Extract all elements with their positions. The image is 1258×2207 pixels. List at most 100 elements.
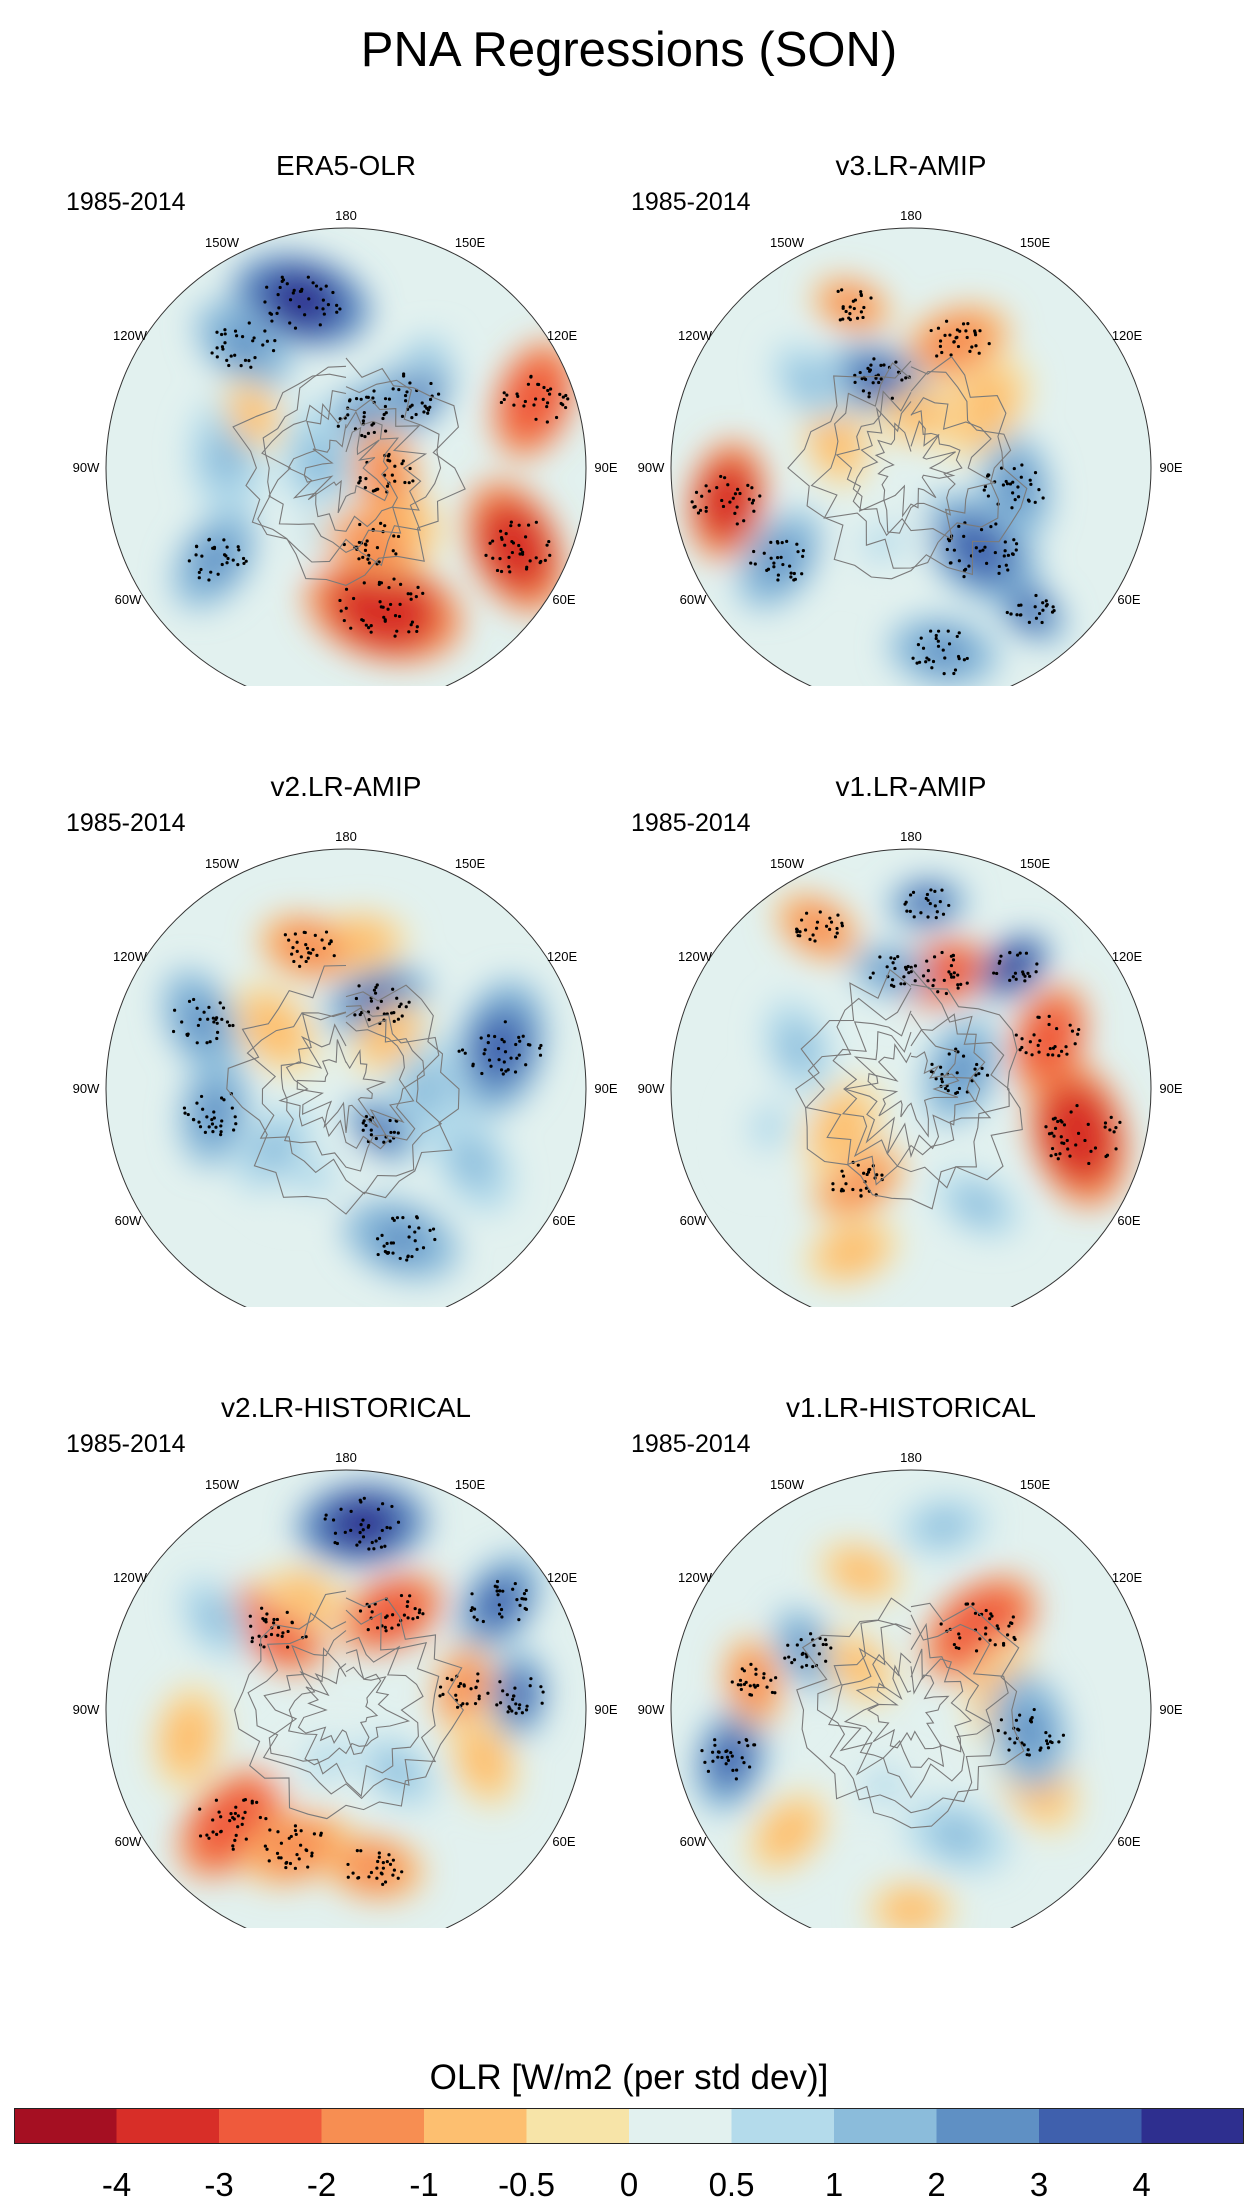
stipple-dot — [921, 974, 926, 978]
panel-title: v3.LR-AMIP — [835, 150, 987, 181]
stipple-dot — [955, 1090, 960, 1095]
stipple-dot — [502, 397, 506, 402]
stipple-dot — [824, 1659, 828, 1663]
stipple-dot — [388, 1139, 392, 1143]
panel-title: v1.LR-AMIP — [835, 771, 987, 802]
stipple-dot — [900, 378, 904, 382]
stipple-dot — [525, 1704, 529, 1708]
stipple-dot — [497, 1612, 502, 1616]
stipple-dot — [211, 1130, 215, 1134]
stipple-dot — [469, 1687, 473, 1691]
stipple-dot — [211, 1818, 215, 1822]
stipple-dot — [215, 346, 219, 350]
stipple-dot — [271, 349, 276, 353]
stipple-dot — [390, 1626, 394, 1630]
stipple-dot — [746, 483, 750, 487]
stipple-dot — [1039, 1746, 1043, 1750]
stipple-dot — [293, 1866, 297, 1870]
stipple-dot — [390, 473, 394, 477]
stipple-dot — [326, 303, 331, 307]
stipple-dot — [395, 996, 399, 1000]
colorbar-tick-label: -0.5 — [498, 2166, 555, 2203]
coastlines — [234, 1590, 464, 1820]
stipple-dot — [306, 1865, 310, 1869]
stipple-dot — [344, 606, 348, 610]
stipple-dot — [273, 338, 277, 343]
stipple-dot — [415, 1615, 420, 1620]
stipple-dot — [397, 1004, 402, 1009]
stipple-dot — [410, 403, 414, 407]
anomaly-blob — [289, 1156, 339, 1197]
stipple-dot — [197, 570, 201, 575]
stipple-dot — [1011, 491, 1015, 495]
stipple-dot — [363, 486, 367, 490]
stipple-dot — [291, 291, 295, 295]
colorbar-swatch — [834, 2108, 937, 2144]
coastline — [246, 1007, 443, 1195]
stipple-dot — [418, 1608, 422, 1612]
stipple-dot — [339, 609, 343, 613]
stipple-dot — [268, 1828, 272, 1832]
period-label: 1985-2014 — [631, 1430, 751, 1458]
stipple-dot — [538, 1046, 542, 1050]
colorbar-tick-label: 0.5 — [709, 2166, 755, 2203]
stipple-dot — [498, 1589, 502, 1593]
stipple-dot — [958, 329, 962, 333]
stipple-dot — [399, 1002, 403, 1006]
stipple-dot — [343, 1530, 347, 1534]
stipple-dot — [517, 1706, 521, 1710]
stipple-dot — [428, 397, 433, 402]
stipple-dot — [975, 1062, 979, 1067]
stipple-dot — [748, 1684, 752, 1688]
stipple-dot — [233, 1811, 238, 1816]
stipple-dot — [297, 305, 301, 309]
stipple-dot — [1013, 1741, 1017, 1745]
stipple-dot — [1018, 951, 1022, 955]
stipple-dot — [410, 415, 414, 420]
stipple-dot — [890, 396, 894, 400]
stipple-dot — [232, 1128, 236, 1132]
stipple-dot — [212, 1110, 216, 1114]
stipple-dot — [383, 404, 388, 409]
stipple-dot — [851, 1187, 855, 1192]
stipple-dot — [349, 626, 353, 630]
map-panel: v3.LR-AMIP 1985-2014 180150E120E90E60E30… — [631, 146, 1191, 686]
stipple-dot — [480, 1071, 484, 1076]
stipple-dot — [249, 365, 253, 369]
stipple-dot — [508, 570, 512, 574]
stipple-dot — [375, 1866, 379, 1870]
stipple-dot — [335, 310, 339, 314]
stipple-dot — [965, 335, 969, 340]
stipple-dot — [943, 1086, 948, 1091]
stipple-dot — [993, 550, 997, 555]
stipple-dot — [429, 381, 433, 386]
stipple-dot — [498, 557, 502, 561]
stipple-dot — [1013, 498, 1017, 502]
stipple-dot — [1047, 1014, 1051, 1019]
coastline — [828, 1622, 993, 1799]
stipple-dot — [1029, 1720, 1034, 1724]
stipple-dot — [748, 1693, 752, 1697]
stipple-dot — [277, 1856, 281, 1860]
stipple-dot — [762, 1672, 766, 1676]
stipple-dot — [438, 1694, 442, 1698]
stipple-dot — [746, 1744, 750, 1748]
stipple-dot — [906, 964, 910, 969]
stipple-dot — [219, 1096, 224, 1100]
stipple-dot — [404, 399, 408, 403]
stipple-dot — [376, 487, 380, 491]
coastline — [867, 1664, 950, 1750]
stipple-dot — [354, 996, 359, 1001]
stipple-dot — [247, 321, 251, 325]
stipple-dot — [1035, 962, 1039, 966]
stipple-dot — [377, 1536, 382, 1540]
map-border — [105, 1469, 587, 1928]
stipple-dot — [349, 1528, 353, 1532]
stipple-dot — [413, 1606, 417, 1611]
stipple-dot — [984, 1608, 988, 1613]
stipple-dot — [800, 1665, 804, 1669]
stipple-dot — [408, 1594, 412, 1598]
stipple-dot — [263, 329, 267, 333]
stipple-dot — [520, 1711, 524, 1715]
stipple-dot — [913, 979, 917, 983]
